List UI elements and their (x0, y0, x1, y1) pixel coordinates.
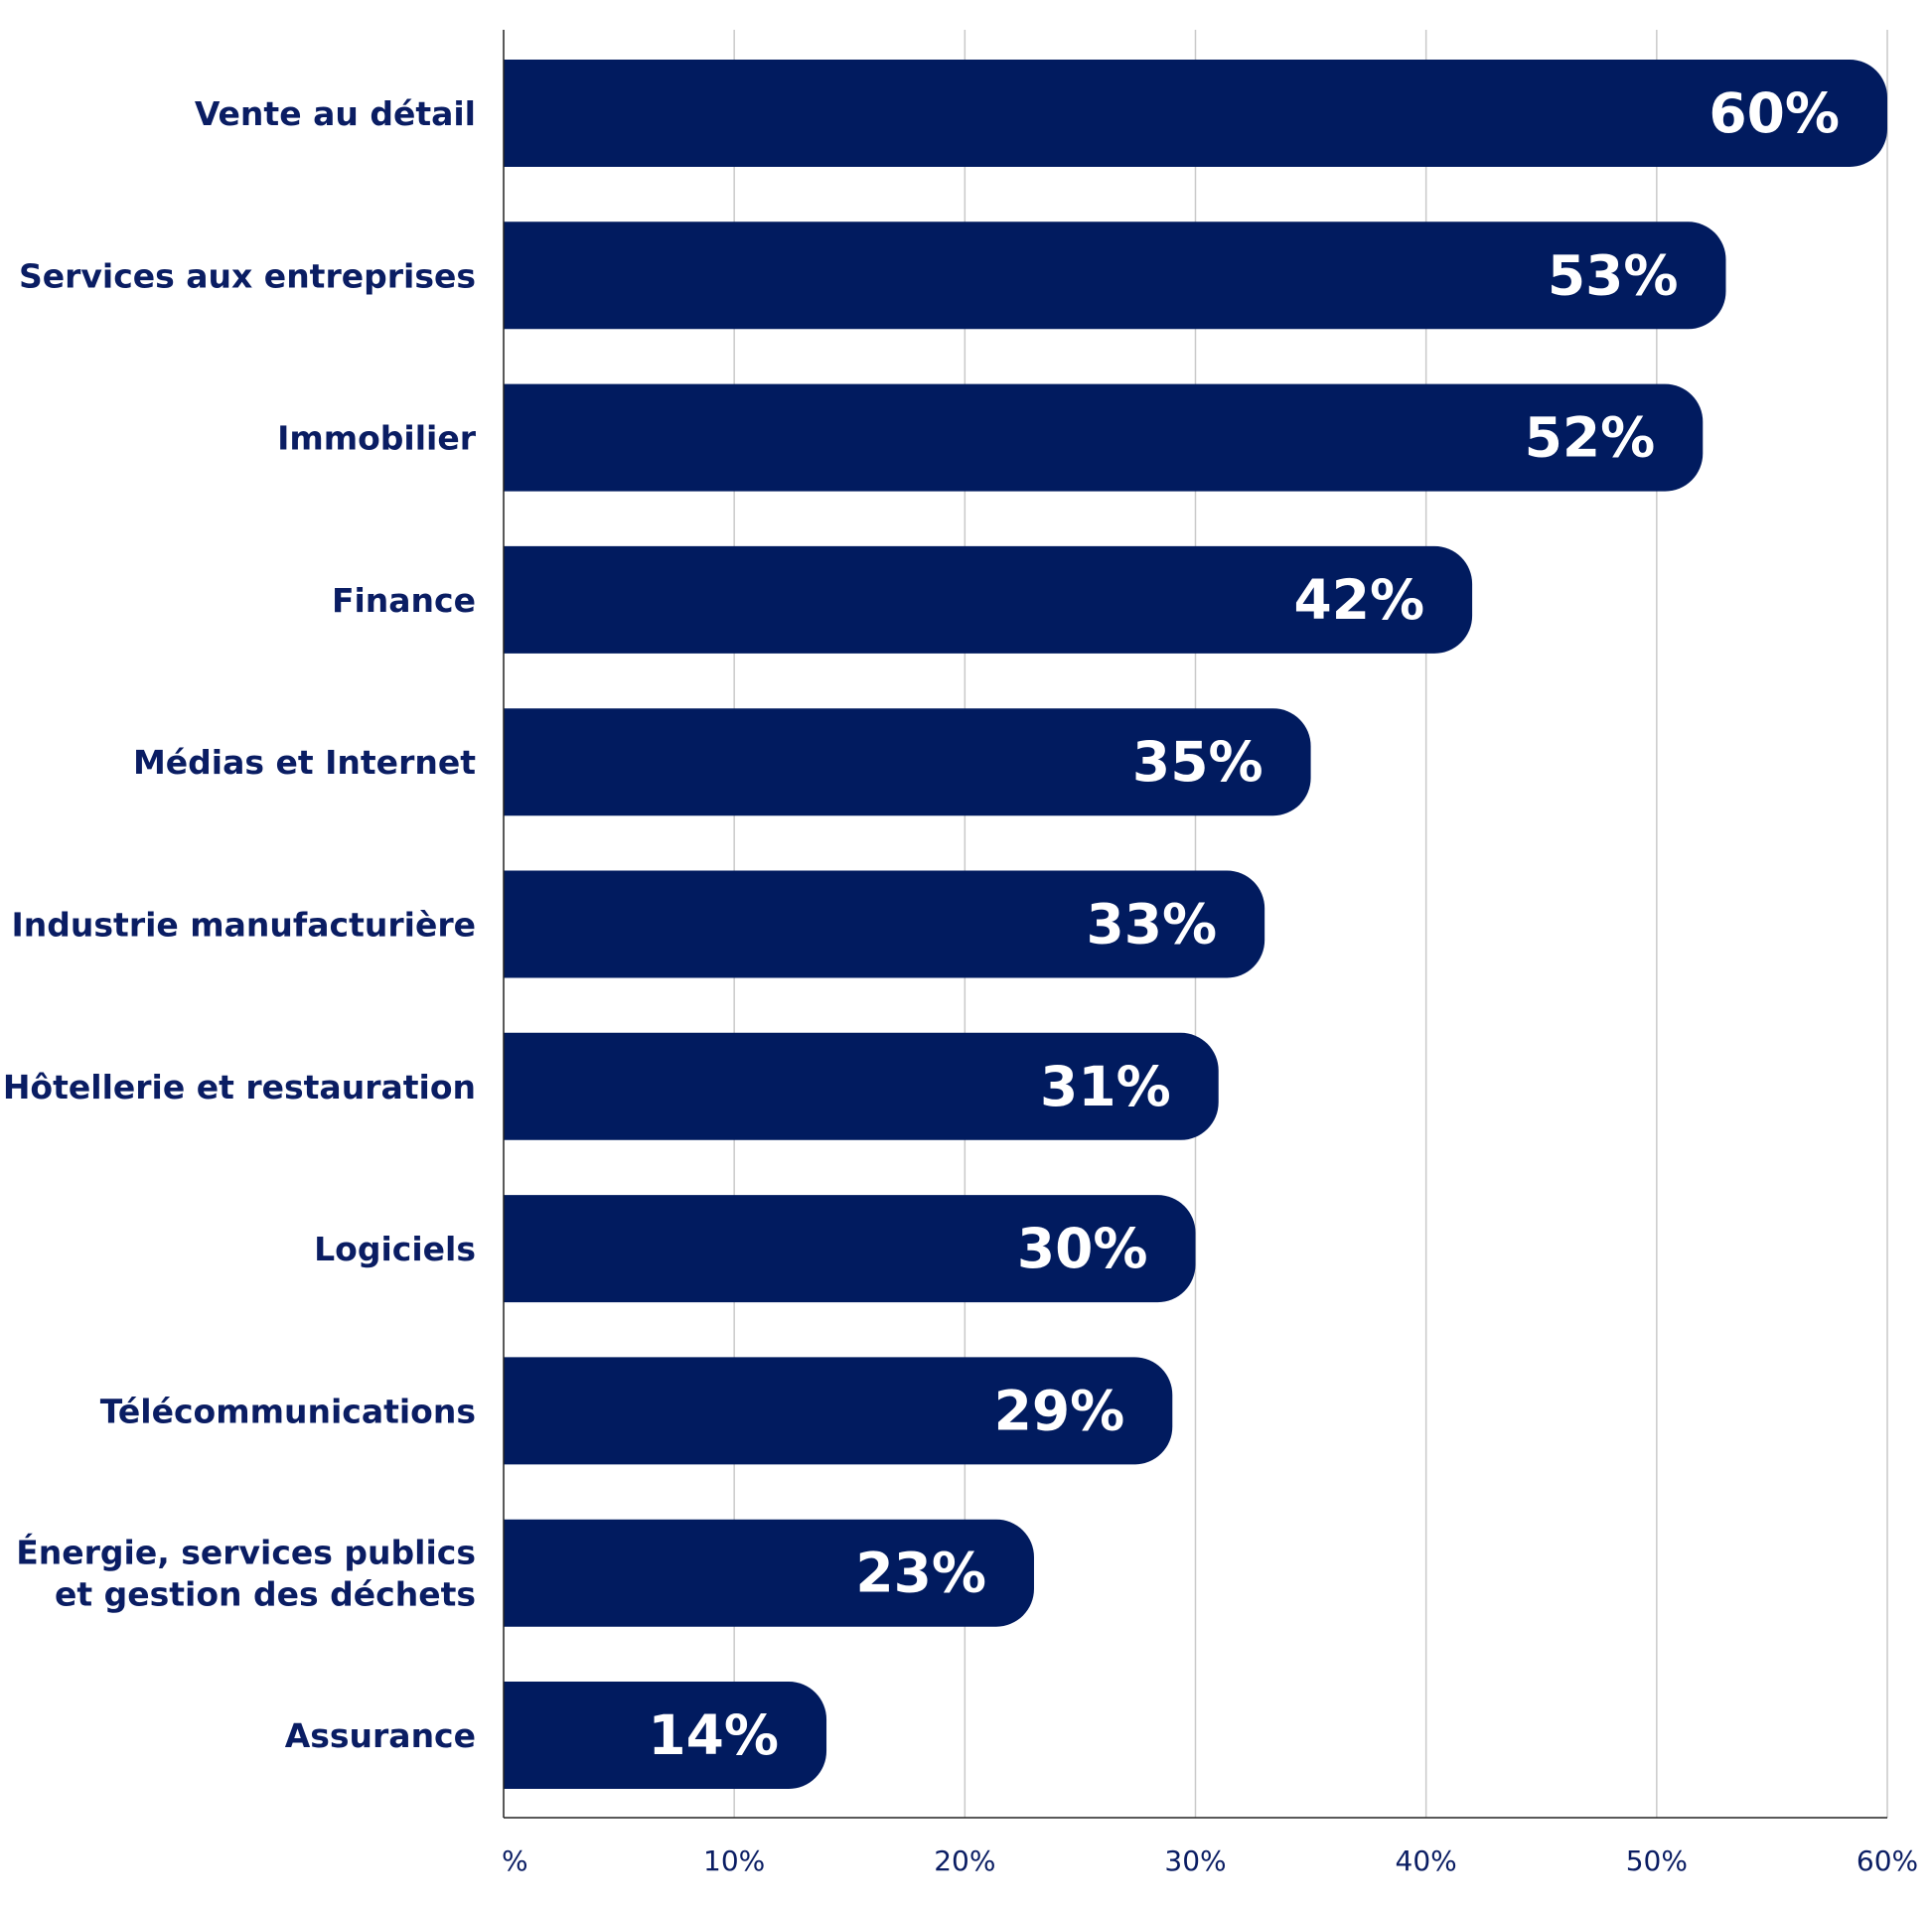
axes (503, 30, 1887, 1819)
bar-value-label: 53% (1548, 243, 1679, 307)
bar-value-label: 31% (1040, 1055, 1171, 1118)
bar (504, 1195, 1196, 1303)
category-label: Industrie manufacturière (12, 906, 476, 945)
category-label: Médias et Internet (133, 743, 476, 782)
bar-value-label: 60% (1709, 81, 1840, 145)
category-label-line: Logiciels (314, 1230, 476, 1268)
bar-value-label: 42% (1293, 568, 1424, 632)
category-label-line: Industrie manufacturière (12, 906, 476, 945)
x-tick-label: 10% (703, 1844, 765, 1877)
category-label-line: Hôtellerie et restauration (3, 1068, 476, 1106)
bar-value-label: 35% (1132, 730, 1263, 794)
x-tick-label: 40% (1396, 1844, 1457, 1877)
x-tick-labels: % 10% 20% 30% 40% 50% 60% (502, 1844, 1918, 1877)
category-label-line: Vente au détail (195, 94, 476, 133)
category-label: Immobilier (277, 419, 477, 458)
category-label: Énergie, services publics et gestion des … (16, 1533, 476, 1614)
category-label: Logiciels (314, 1230, 476, 1268)
bar (504, 1519, 1034, 1627)
category-label-line: Immobilier (277, 419, 477, 458)
bar (504, 870, 1265, 978)
category-label-line: Services aux entreprises (19, 256, 476, 295)
category-label: Services aux entreprises (19, 256, 476, 295)
category-label: Finance (332, 581, 476, 620)
category-label: Assurance (285, 1716, 476, 1755)
x-tick-label: 30% (1164, 1844, 1226, 1877)
bar-value-label: 29% (994, 1379, 1125, 1442)
bar (504, 708, 1311, 816)
bar (504, 545, 1473, 654)
bar (504, 1682, 827, 1789)
bars: 60% 53% 52% 42% 35% 33% 31% 30% 29% 23% 14% (504, 60, 1887, 1789)
bar-value-label: 30% (1017, 1217, 1148, 1280)
bar-value-label: 52% (1525, 406, 1656, 470)
category-label-line: Assurance (285, 1716, 476, 1755)
bar (504, 221, 1726, 330)
bar (504, 60, 1887, 167)
bar-value-label: 33% (1086, 893, 1217, 957)
bar-value-label: 23% (855, 1542, 986, 1605)
category-label-line: Médias et Internet (133, 743, 476, 782)
category-label-line: Télécommunications (100, 1392, 476, 1430)
category-labels: Vente au détail Services aux entreprises I… (3, 94, 477, 1755)
category-label: Télécommunications (100, 1392, 476, 1430)
category-label: Vente au détail (195, 94, 476, 133)
bar (504, 1357, 1173, 1465)
bar (504, 383, 1704, 492)
bar-value-label: 14% (648, 1703, 779, 1767)
x-tick-label: 20% (934, 1844, 995, 1877)
bar (504, 1032, 1219, 1140)
category-label-line: Énergie, services publics (16, 1533, 476, 1572)
x-tick-label: % (502, 1844, 528, 1877)
x-tick-label: 60% (1857, 1844, 1918, 1877)
category-label: Hôtellerie et restauration (3, 1068, 476, 1106)
x-tick-label: 50% (1626, 1844, 1688, 1877)
category-label-line: et gestion des déchets (55, 1575, 476, 1614)
category-label-line: Finance (332, 581, 476, 620)
